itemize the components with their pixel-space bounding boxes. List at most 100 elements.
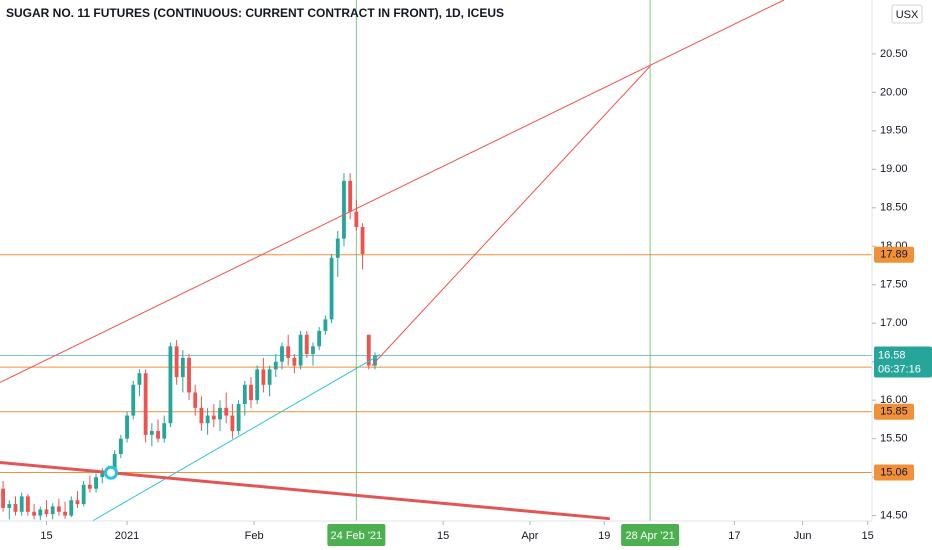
candle-body <box>38 509 43 516</box>
x-tick-label: Feb <box>245 530 264 542</box>
y-tick-label: 14.50 <box>880 510 908 522</box>
y-tick-label: 17.50 <box>880 279 908 291</box>
y-tick-label: 17.00 <box>880 317 908 329</box>
trend-line <box>92 354 381 522</box>
price-badge-label: 15.85 <box>880 406 908 418</box>
y-tick-label: 15.50 <box>880 433 908 445</box>
candle-body <box>187 357 191 393</box>
x-tick-label: 17 <box>728 530 740 542</box>
anchor-marker <box>104 465 118 480</box>
candle-body <box>125 415 129 439</box>
candle-body <box>249 384 253 401</box>
x-tick-label: 2021 <box>115 530 139 542</box>
candle-body <box>292 357 297 366</box>
trend-line <box>371 65 651 366</box>
candle-body <box>94 477 98 489</box>
candle-body <box>242 384 247 405</box>
date-badge <box>621 524 680 546</box>
candle-body <box>329 257 334 320</box>
date-badge-label: 24 Feb '21 <box>331 530 383 542</box>
price-badge-label: 17.89 <box>880 249 908 261</box>
candle-body <box>323 319 328 331</box>
candle-body <box>360 227 365 254</box>
candle-body <box>342 180 346 239</box>
candle-body <box>174 346 179 378</box>
candle-body <box>149 430 154 435</box>
candle-body <box>7 504 12 508</box>
candle-body <box>280 346 284 362</box>
candle-body <box>156 430 160 439</box>
date-badge-label: 28 Apr '21 <box>626 530 675 542</box>
candle-body <box>348 180 353 212</box>
countdown-label: 06:37:16 <box>878 363 921 375</box>
y-tick-label: 20.50 <box>880 48 908 60</box>
x-tick-label: 15 <box>862 530 874 542</box>
y-tick-label: 16.00 <box>880 394 908 406</box>
candle-body <box>218 407 222 420</box>
last-price-label: 16.58 <box>878 349 906 361</box>
candle-body <box>193 392 198 408</box>
y-tick-label: 19.50 <box>880 125 908 137</box>
y-tick-label: 19.00 <box>880 163 908 175</box>
candle-body <box>354 211 359 228</box>
last-price-badge <box>874 346 932 378</box>
candle-body <box>69 500 74 516</box>
candle-body <box>236 404 241 431</box>
candle-body <box>261 369 266 385</box>
price-badge-label: 15.06 <box>880 466 908 478</box>
x-tick-label: Apr <box>521 530 538 542</box>
price-badge <box>874 403 914 420</box>
trend-line <box>0 0 785 383</box>
price-badge <box>874 464 914 481</box>
candle-body <box>211 415 216 420</box>
candle-body <box>50 506 55 515</box>
candle-body <box>373 355 377 366</box>
x-tick-label: 15 <box>437 530 449 542</box>
price-badge <box>874 246 914 263</box>
candle-body <box>19 496 24 512</box>
y-tick-label: 18.50 <box>880 202 908 214</box>
candle-body <box>75 500 80 505</box>
candle-body <box>1 488 6 508</box>
candle-body <box>25 496 30 512</box>
axes: 14.5015.0015.5016.0016.5017.0017.5018.00… <box>40 48 932 546</box>
candle-body <box>137 373 142 385</box>
candle-body <box>32 511 37 516</box>
candle-body <box>100 473 105 478</box>
candle-body <box>286 346 291 358</box>
candle-body <box>180 357 185 378</box>
candle-body <box>63 511 67 516</box>
candle-body <box>255 369 260 401</box>
x-tick-label: 15 <box>40 530 52 542</box>
candle-body <box>118 438 123 455</box>
candle-body <box>205 415 210 424</box>
candle-body <box>267 369 272 385</box>
candle-body <box>366 334 371 366</box>
candle-body <box>112 454 117 471</box>
candle-body <box>304 334 309 355</box>
candle-body <box>273 361 278 370</box>
date-badge <box>327 524 386 546</box>
candle-body <box>162 423 167 439</box>
candle-body <box>224 407 229 416</box>
candle-body <box>335 238 340 258</box>
x-tick-label: Jun <box>794 530 812 542</box>
candle-body <box>298 334 303 366</box>
x-tick-label: 19 <box>598 530 610 542</box>
currency-box[interactable] <box>891 4 923 24</box>
currency-label: USX <box>896 9 919 21</box>
y-tick-label: 20.00 <box>880 86 908 98</box>
candle-body <box>81 484 86 505</box>
candle-body <box>317 330 322 347</box>
candle-body <box>199 407 204 424</box>
candle-body <box>168 346 173 424</box>
plot-area <box>0 0 872 522</box>
candle-body <box>131 384 136 416</box>
candle-body <box>87 484 92 489</box>
candle-body <box>56 506 61 512</box>
trend-line <box>0 461 610 521</box>
candle-body <box>311 346 315 355</box>
